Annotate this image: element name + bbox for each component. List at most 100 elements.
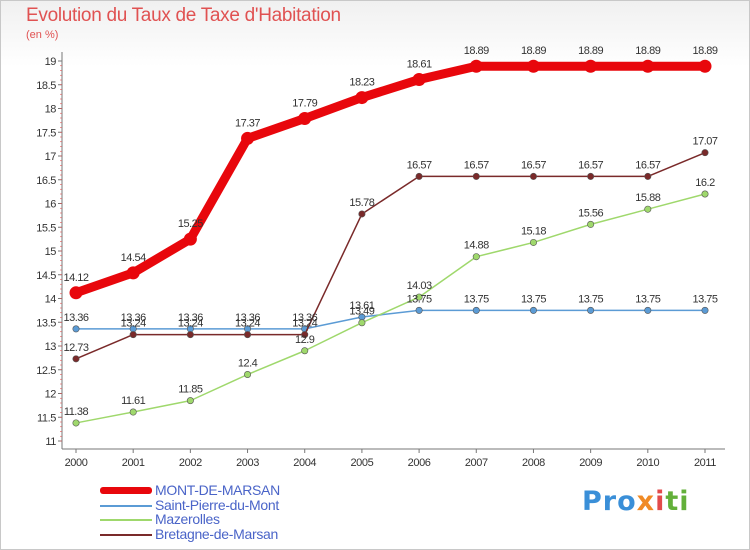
x-tick-label: 2007 [465, 457, 488, 469]
y-tick-label: 13 [45, 341, 57, 353]
data-label: 13.36 [292, 312, 317, 324]
data-point [126, 266, 140, 280]
series-line [71, 61, 710, 298]
data-point [129, 408, 137, 416]
data-point [241, 131, 255, 145]
x-tick-label: 2004 [293, 457, 316, 469]
data-point [412, 73, 426, 87]
data-label: 11.38 [64, 406, 89, 418]
data-point [355, 91, 369, 105]
data-label: 14.03 [407, 280, 432, 292]
data-label: 13.24 [178, 318, 203, 330]
data-point [129, 331, 137, 339]
y-tick-label: 17.5 [36, 127, 56, 139]
data-point [644, 306, 652, 314]
data-point [415, 293, 423, 301]
data-point [415, 172, 423, 180]
legend-swatch [100, 533, 152, 536]
y-tick-label: 16.5 [36, 175, 56, 187]
data-point [587, 306, 595, 314]
legend-label: MONT-DE-MARSAN [155, 482, 280, 498]
y-tick-label: 18 [45, 104, 57, 116]
data-point [529, 172, 537, 180]
series-mont-de-marsan [69, 59, 712, 300]
series-line [75, 151, 706, 360]
data-label: 11.61 [121, 395, 146, 407]
data-label: 18.89 [692, 45, 717, 57]
data-label: 13.24 [235, 318, 260, 330]
y-tick-label: 19 [45, 56, 57, 68]
data-point [701, 306, 709, 314]
data-label: 13.75 [464, 293, 489, 305]
data-point [301, 331, 309, 339]
y-tick-label: 13.5 [36, 317, 56, 329]
data-label: 18.89 [635, 45, 660, 57]
y-tick-label: 17 [45, 151, 57, 163]
legend-swatch [100, 519, 152, 521]
series-mazerolles [72, 190, 709, 427]
data-label: 15.56 [578, 207, 603, 219]
data-label: 13.36 [121, 312, 146, 324]
data-label: 13.75 [692, 293, 717, 305]
data-label: 16.57 [521, 159, 546, 171]
data-label: 18.23 [349, 77, 374, 89]
data-label: 14.54 [121, 252, 146, 264]
y-tick-label: 14 [45, 294, 57, 306]
data-label: 14.12 [63, 272, 88, 284]
data-point [69, 286, 83, 300]
data-label: 17.07 [692, 136, 717, 148]
data-label: 11.85 [178, 384, 203, 396]
chart-title: Evolution du Taux de Taxe d'Habitation [26, 5, 341, 26]
data-label: 13.24 [121, 318, 146, 330]
data-point [587, 220, 595, 228]
data-point [641, 59, 655, 73]
data-label: 17.37 [235, 117, 260, 129]
data-point [644, 172, 652, 180]
data-label: 16.57 [464, 159, 489, 171]
y-tick-label: 11 [45, 436, 56, 448]
data-point [584, 59, 598, 73]
x-tick-label: 2003 [236, 457, 259, 469]
data-point [183, 232, 197, 246]
y-tick-label: 14.5 [36, 270, 56, 282]
data-label: 16.57 [578, 159, 603, 171]
y-axis-unit-label: (en %) [26, 29, 59, 41]
data-point [472, 253, 480, 261]
y-tick-label: 11.5 [37, 412, 56, 424]
data-label: 13.61 [349, 300, 374, 312]
data-label: 18.61 [407, 59, 432, 71]
data-label: 17.79 [292, 97, 317, 109]
data-point [472, 306, 480, 314]
series-lines [69, 59, 712, 427]
logo-part: ti [665, 486, 690, 517]
data-label: 13.75 [407, 293, 432, 305]
legend-label: Bretagne-de-Marsan [155, 525, 278, 542]
data-point [301, 347, 309, 355]
data-label: 13.75 [635, 293, 660, 305]
data-point [186, 397, 194, 405]
data-label: 13.24 [292, 318, 317, 330]
data-label: 13.36 [178, 312, 203, 324]
data-point [526, 59, 540, 73]
data-point [186, 331, 194, 339]
legend-swatch [100, 504, 152, 507]
data-label: 15.88 [635, 192, 660, 204]
data-point [244, 370, 252, 378]
data-point [298, 111, 312, 125]
x-tick-label: 2010 [636, 457, 659, 469]
logo-part: Pro [582, 486, 637, 517]
data-point [244, 331, 252, 339]
data-label: 14.88 [464, 240, 489, 252]
data-point [698, 59, 712, 73]
data-label: 13.49 [349, 306, 374, 318]
data-point [72, 355, 80, 363]
series-line [75, 309, 706, 330]
y-tick-label: 12 [45, 389, 57, 401]
data-label: 16.57 [407, 159, 432, 171]
data-point [701, 149, 709, 157]
series-saint-pierre-du-mont [72, 306, 709, 333]
data-label: 13.75 [578, 293, 603, 305]
y-tick-label: 15 [45, 246, 57, 258]
data-label: 18.89 [464, 45, 489, 57]
